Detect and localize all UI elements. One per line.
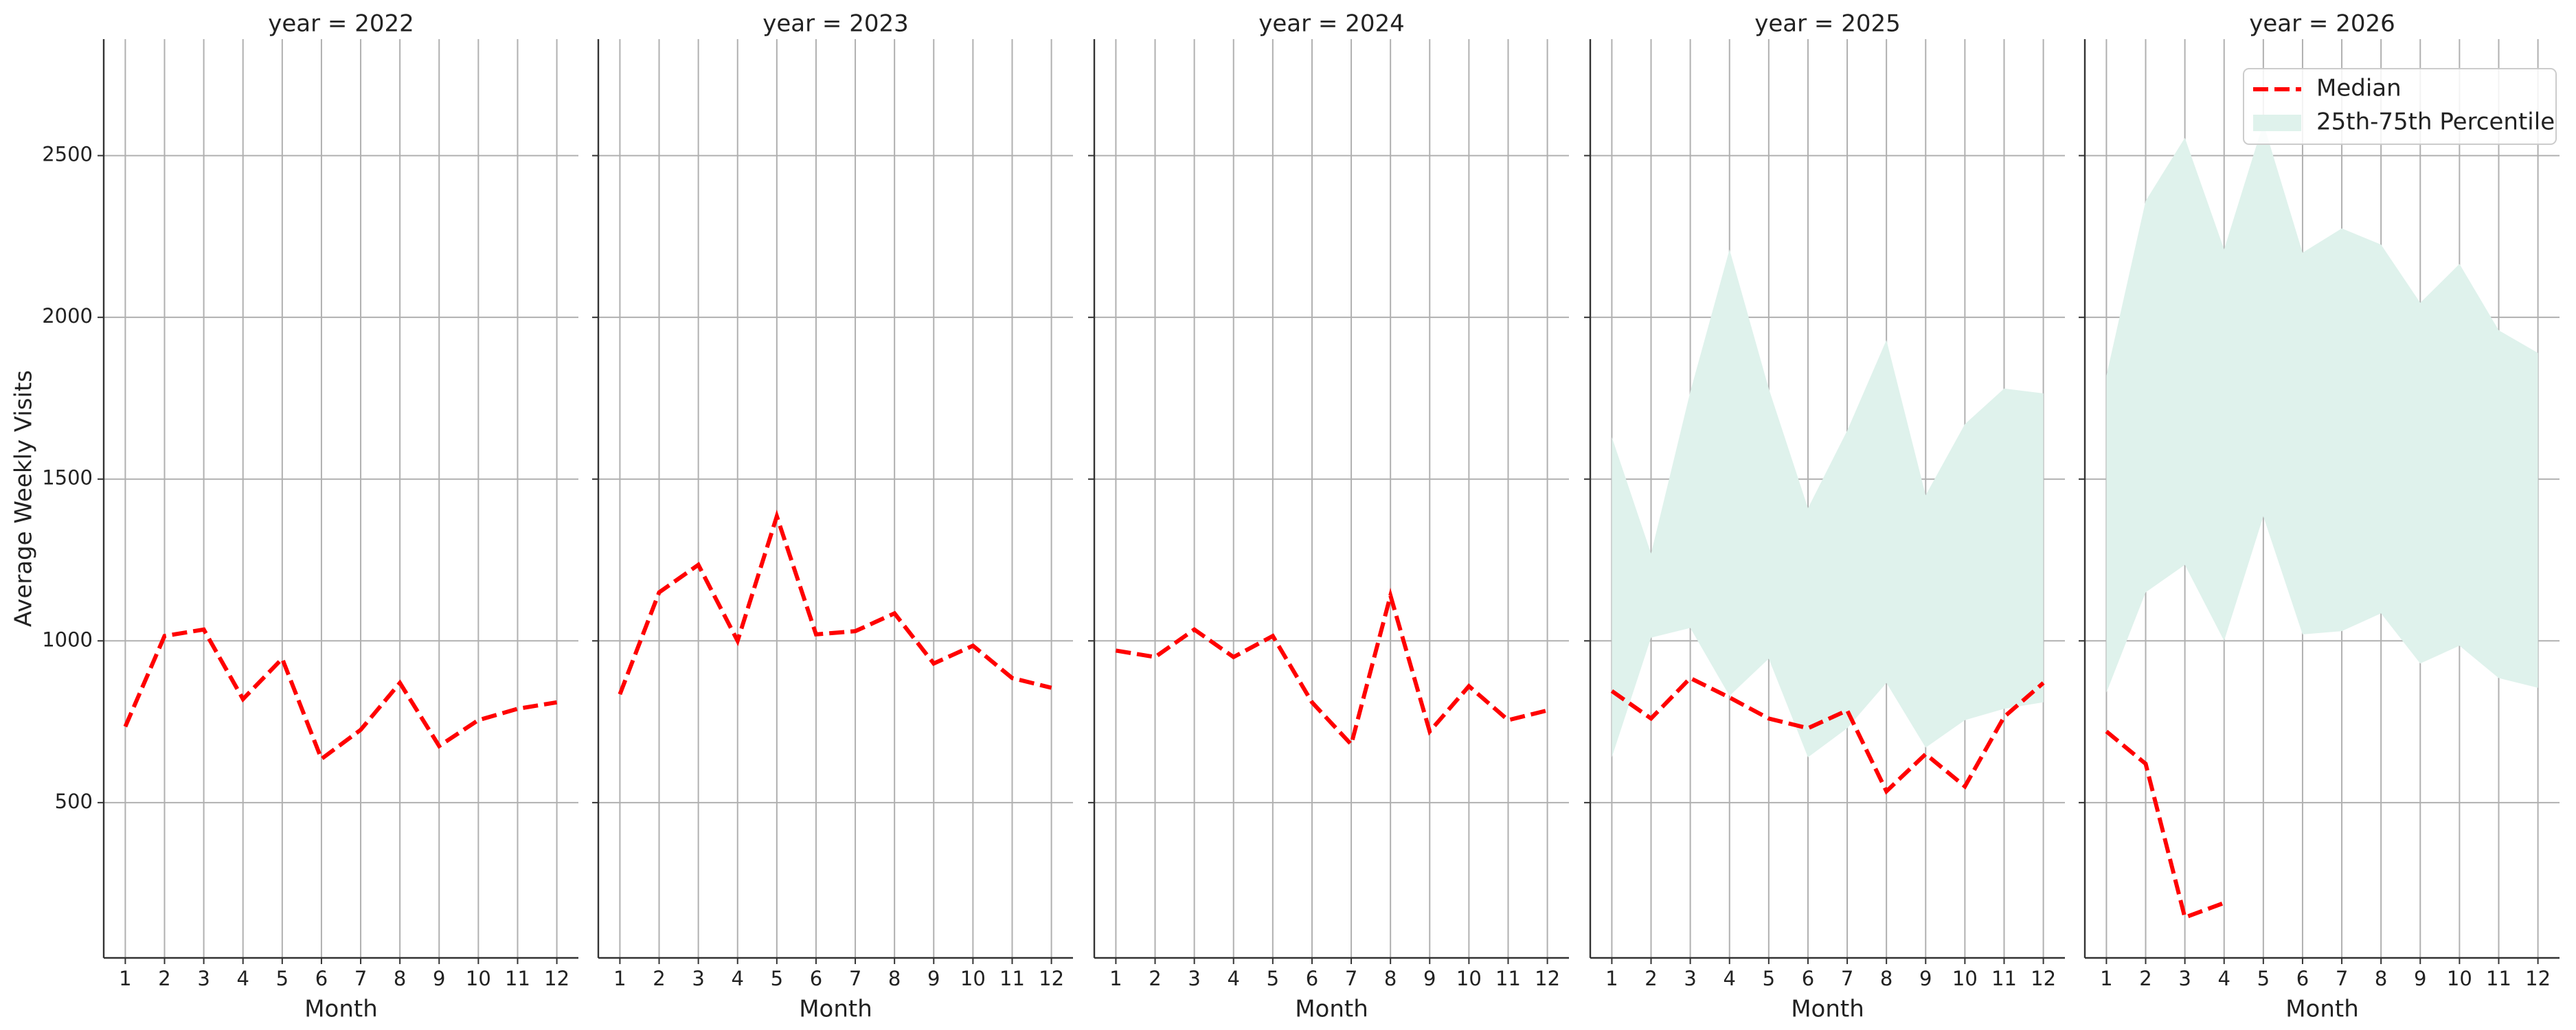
y-axis-label: Average Weekly Visits	[10, 370, 38, 627]
x-tick-label: 6	[2296, 967, 2309, 990]
x-tick-label: 12	[544, 967, 569, 990]
median-line	[1115, 588, 1548, 749]
x-tick-label: 12	[1039, 967, 1064, 990]
x-tick-label: 12	[2525, 967, 2551, 990]
x-tick-label: 5	[1267, 967, 1279, 990]
x-tick-label: 5	[771, 967, 783, 990]
median-line	[2105, 729, 2225, 921]
x-tick-label: 6	[315, 967, 328, 990]
x-tick-label: 11	[2486, 967, 2511, 990]
x-tick-label: 7	[354, 967, 367, 990]
x-tick-label: 8	[2375, 967, 2387, 990]
x-tick-label: 9	[927, 967, 940, 990]
x-tick-label: 8	[1880, 967, 1893, 990]
panel-title: year = 2025	[1754, 10, 1900, 38]
percentile-band	[1612, 249, 2044, 757]
x-tick-label: 3	[197, 967, 210, 990]
x-tick-label: 3	[1188, 967, 1200, 990]
x-tick-label: 5	[2257, 967, 2270, 990]
x-tick-label: 7	[2336, 967, 2348, 990]
x-tick-label: 4	[2218, 967, 2230, 990]
x-tick-label: 2	[653, 967, 665, 990]
x-tick-label: 11	[1495, 967, 1521, 990]
x-tick-label: 10	[2447, 967, 2472, 990]
x-tick-label: 7	[1345, 967, 1357, 990]
x-tick-label: 2	[1645, 967, 1657, 990]
y-tick-label: 1000	[42, 628, 93, 651]
x-tick-label: 10	[1456, 967, 1482, 990]
y-tick-label: 2000	[42, 304, 93, 328]
panel-title: year = 2022	[268, 10, 414, 38]
y-tick-label: 2500	[42, 143, 93, 166]
x-tick-label: 12	[2031, 967, 2056, 990]
x-tick-label: 11	[505, 967, 530, 990]
panel-title: year = 2024	[1258, 10, 1404, 38]
legend-label: 25th-75th Percentile	[2316, 108, 2555, 136]
x-tick-label: 10	[960, 967, 986, 990]
x-tick-label: 4	[237, 967, 249, 990]
legend-box	[2243, 68, 2557, 145]
x-tick-label: 7	[849, 967, 861, 990]
x-tick-label: 1	[1109, 967, 1122, 990]
x-axis-label: Month	[799, 996, 872, 1023]
x-tick-label: 8	[394, 967, 406, 990]
x-tick-label: 4	[1724, 967, 1736, 990]
x-tick-label: 6	[1306, 967, 1318, 990]
legend: Median 25th-75th Percentile	[2243, 68, 2557, 145]
x-tick-label: 3	[1684, 967, 1696, 990]
x-tick-label: 1	[119, 967, 131, 990]
x-tick-label: 6	[1802, 967, 1814, 990]
x-tick-label: 9	[2414, 967, 2426, 990]
x-tick-label: 3	[692, 967, 704, 990]
x-tick-label: 5	[1763, 967, 1775, 990]
y-tick-label: 1500	[42, 466, 93, 490]
x-tick-label: 11	[999, 967, 1025, 990]
x-tick-label: 7	[1841, 967, 1853, 990]
x-tick-label: 1	[1605, 967, 1618, 990]
x-tick-label: 3	[2178, 967, 2191, 990]
x-tick-label: 9	[1919, 967, 1932, 990]
x-tick-label: 10	[1952, 967, 1978, 990]
x-tick-label: 9	[433, 967, 445, 990]
x-axis-label: Month	[2285, 996, 2359, 1023]
x-tick-label: 10	[466, 967, 491, 990]
x-axis-label: Month	[1791, 996, 1864, 1023]
x-tick-label: 6	[810, 967, 822, 990]
x-tick-label: 5	[276, 967, 289, 990]
median-line	[123, 627, 558, 763]
x-tick-label: 2	[158, 967, 170, 990]
median-line	[1610, 675, 2045, 795]
x-tick-label: 1	[2100, 967, 2112, 990]
x-tick-label: 4	[732, 967, 744, 990]
x-tick-label: 1	[613, 967, 626, 990]
x-tick-label: 4	[1228, 967, 1240, 990]
percentile-band	[2106, 123, 2538, 693]
panel-title: year = 2023	[762, 10, 908, 38]
legend-label: Median	[2316, 75, 2402, 102]
x-axis-label: Month	[1295, 996, 1368, 1023]
median-line	[618, 510, 1052, 696]
x-axis-label: Month	[304, 996, 378, 1023]
x-tick-label: 8	[888, 967, 901, 990]
x-tick-label: 2	[1149, 967, 1161, 990]
x-tick-label: 9	[1423, 967, 1436, 990]
x-tick-label: 11	[1991, 967, 2017, 990]
x-tick-label: 12	[1535, 967, 1560, 990]
panel-title: year = 2026	[2249, 10, 2395, 38]
x-tick-label: 2	[2139, 967, 2151, 990]
legend-swatch	[2253, 115, 2301, 131]
y-tick-label: 500	[55, 790, 93, 813]
x-tick-label: 8	[1384, 967, 1397, 990]
